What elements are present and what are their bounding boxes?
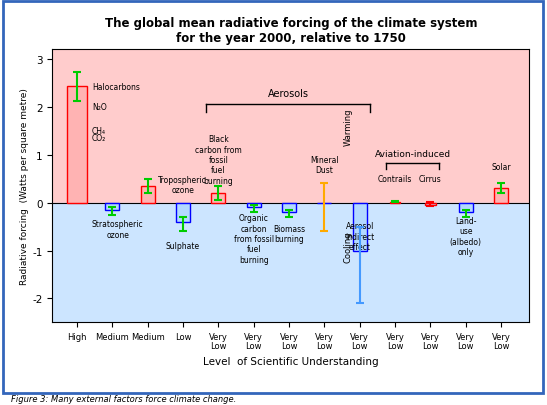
- Text: Sulphate: Sulphate: [166, 242, 200, 251]
- Text: Cirrus: Cirrus: [419, 175, 442, 184]
- Text: Cooling: Cooling: [344, 230, 352, 262]
- Text: Stratospheric
ozone: Stratospheric ozone: [92, 220, 143, 239]
- Text: Aviation-induced: Aviation-induced: [375, 150, 451, 159]
- Y-axis label: Radiative forcing  (Watts per square metre): Radiative forcing (Watts per square metr…: [20, 88, 30, 285]
- X-axis label: Level  of Scientific Understanding: Level of Scientific Understanding: [203, 356, 379, 366]
- Text: Figure 3: Many external factors force climate change.: Figure 3: Many external factors force cl…: [11, 394, 236, 403]
- Bar: [494, 189, 508, 203]
- Text: N₂O: N₂O: [92, 103, 107, 112]
- Bar: [53, 203, 529, 322]
- Text: Biomass
burning: Biomass burning: [273, 224, 305, 244]
- Text: Contrails: Contrails: [378, 175, 412, 184]
- Bar: [458, 203, 473, 213]
- Text: Halocarbons: Halocarbons: [92, 83, 140, 92]
- Text: Black
carbon from
fossil
fuel
burning: Black carbon from fossil fuel burning: [195, 135, 242, 185]
- Bar: [141, 186, 155, 203]
- Text: CH₄: CH₄: [92, 127, 106, 136]
- Bar: [67, 87, 87, 203]
- Bar: [425, 203, 435, 205]
- Bar: [353, 203, 366, 251]
- Text: Mineral
Dust: Mineral Dust: [310, 155, 339, 175]
- Text: Tropospheric
ozone: Tropospheric ozone: [158, 175, 207, 195]
- Bar: [247, 203, 261, 208]
- Text: Organic
carbon
from fossil
fuel
burning: Organic carbon from fossil fuel burning: [234, 214, 274, 264]
- Bar: [389, 202, 400, 203]
- Bar: [282, 203, 296, 213]
- Bar: [176, 203, 190, 222]
- Title: The global mean radiative forcing of the climate system
for the year 2000, relat: The global mean radiative forcing of the…: [104, 17, 477, 45]
- Text: CO₂: CO₂: [92, 134, 106, 143]
- Bar: [53, 50, 529, 203]
- Text: Solar: Solar: [491, 163, 511, 172]
- Bar: [106, 203, 119, 210]
- Text: Land-
use
(albedo)
only: Land- use (albedo) only: [450, 217, 482, 257]
- Text: Warming: Warming: [344, 108, 352, 145]
- Text: Aerosols: Aerosols: [267, 89, 309, 99]
- Text: Aerosol
indirect
effect: Aerosol indirect effect: [345, 222, 374, 252]
- Bar: [211, 194, 225, 203]
